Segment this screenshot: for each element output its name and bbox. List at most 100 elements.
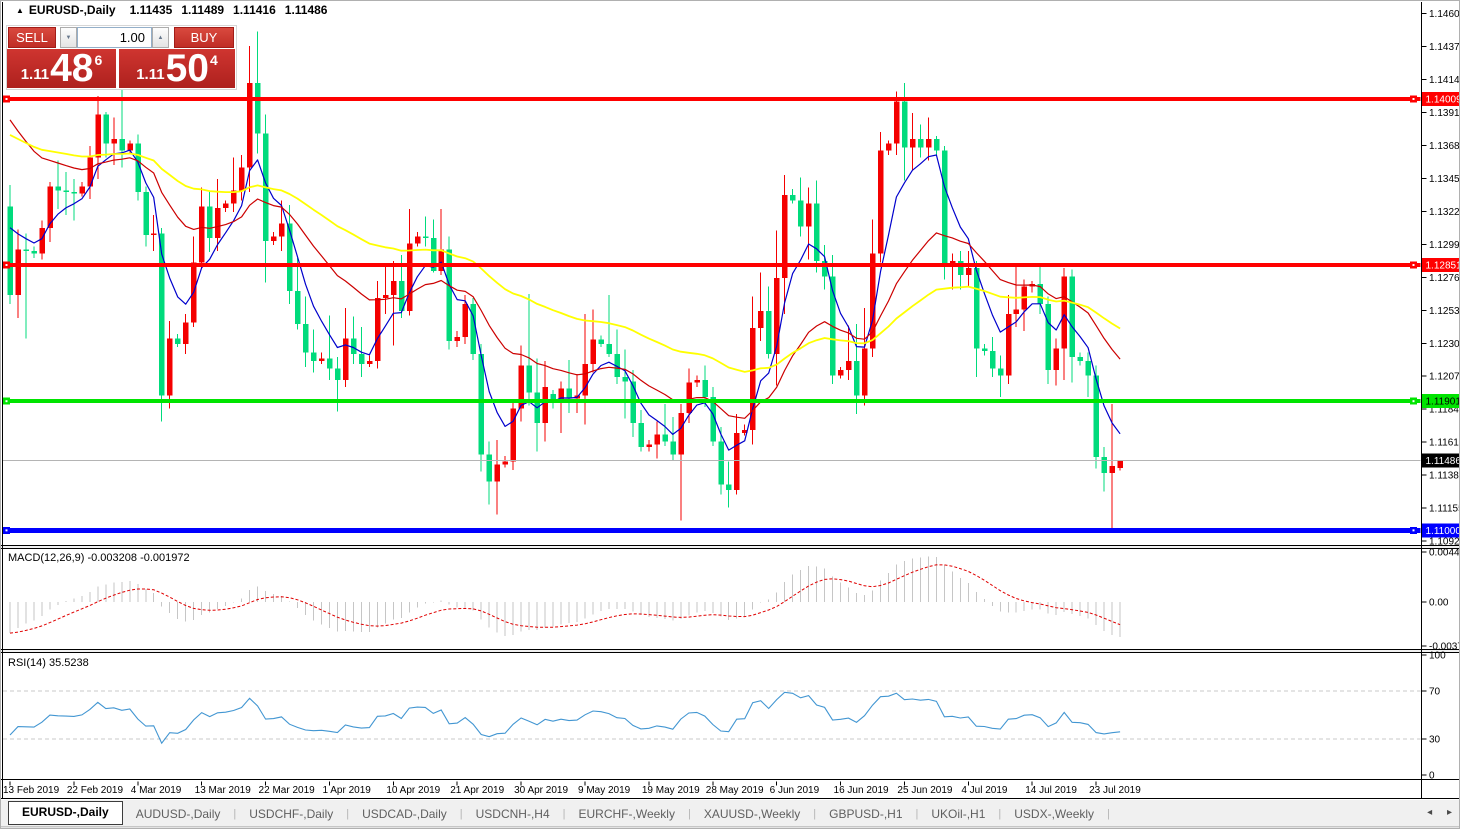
support-line-green[interactable]: 1.11901 bbox=[3, 394, 1460, 409]
candle bbox=[550, 394, 557, 402]
quote-open: 1.11435 bbox=[129, 3, 173, 17]
candle bbox=[542, 386, 549, 423]
rsi-label: RSI(14) 35.5238 bbox=[8, 657, 89, 669]
candle bbox=[422, 236, 429, 238]
date-label: 14 Jul 2019 bbox=[1025, 785, 1077, 796]
candle bbox=[430, 237, 437, 271]
tab-usdcad-daily[interactable]: USDCAD-,Daily bbox=[362, 807, 447, 821]
date-label: 21 Apr 2019 bbox=[450, 785, 504, 796]
candle bbox=[334, 368, 341, 380]
chart-area: MACD(12,26,9) -0.003208 -0.001972 0.00446… bbox=[0, 0, 1460, 800]
candle bbox=[558, 388, 565, 402]
time-axis[interactable]: 13 Feb 2019 22 Feb 2019 4 Mar 2019 13 Mar 2… bbox=[3, 781, 1141, 797]
svg-text:1.12995: 1.12995 bbox=[1429, 240, 1460, 251]
spinner-up-icon: ▲ bbox=[157, 34, 164, 41]
candle bbox=[734, 432, 740, 491]
chart-tab-bar: EURUSD-,Daily AUDUSD-,Daily | USDCHF-,Daily… bbox=[0, 799, 1460, 826]
spinner-down-icon: ▼ bbox=[65, 34, 72, 41]
svg-text:1.14605: 1.14605 bbox=[1429, 9, 1460, 20]
ma-medium-line bbox=[9, 119, 1121, 419]
candle bbox=[215, 207, 221, 238]
buy-price-panel[interactable]: 1.11 50 4 bbox=[119, 49, 235, 88]
tab-usdcnh-h4[interactable]: USDCNH-,H4 bbox=[475, 807, 550, 821]
candle bbox=[670, 441, 676, 455]
svg-text:1.11486: 1.11486 bbox=[1426, 456, 1460, 467]
tab-separator: | bbox=[1107, 808, 1110, 820]
candle bbox=[390, 280, 397, 296]
quote-close: 1.11486 bbox=[284, 3, 328, 17]
svg-text:70: 70 bbox=[1429, 687, 1441, 698]
tabs-scroll-right-icon[interactable]: ▸ bbox=[1446, 807, 1452, 818]
candle bbox=[143, 192, 149, 236]
svg-text:1.12075: 1.12075 bbox=[1429, 372, 1460, 383]
volume-decrease-button[interactable]: ▼ bbox=[60, 27, 77, 48]
tabs-scroll-left-icon[interactable]: ◂ bbox=[1427, 807, 1433, 818]
candle bbox=[382, 295, 389, 299]
volume-increase-button[interactable]: ▲ bbox=[152, 27, 169, 48]
candle bbox=[606, 343, 612, 355]
candle bbox=[654, 434, 660, 445]
svg-text:30: 30 bbox=[1429, 735, 1441, 746]
buy-button[interactable]: BUY bbox=[174, 27, 234, 48]
tab-audusd-daily[interactable]: AUDUSD-,Daily bbox=[135, 807, 221, 821]
candle bbox=[862, 348, 868, 396]
tab-eurchf-weekly[interactable]: EURCHF-,Weekly bbox=[578, 807, 675, 821]
candle bbox=[462, 303, 469, 337]
candle bbox=[1093, 375, 1100, 458]
candle bbox=[846, 361, 852, 370]
rsi-axis[interactable]: 100 70 30 0 bbox=[1421, 651, 1447, 782]
tab-separator: | bbox=[998, 808, 1002, 820]
candle bbox=[1037, 283, 1044, 304]
buy-price-prefix: 1.11 bbox=[136, 66, 165, 83]
buy-price-big: 50 bbox=[165, 46, 209, 90]
candle bbox=[119, 138, 125, 151]
date-label: 22 Feb 2019 bbox=[67, 785, 124, 796]
candle bbox=[790, 194, 796, 201]
resistance-line-upper[interactable]: 1.14009 bbox=[3, 92, 1460, 107]
svg-text:1.14145: 1.14145 bbox=[1429, 75, 1460, 86]
candle bbox=[997, 368, 1004, 376]
candle bbox=[494, 464, 501, 482]
buy-price-sup: 4 bbox=[209, 52, 218, 68]
price-axis[interactable]: 1.14605 1.14375 1.14145 1.13915 1.13685 1.134… bbox=[1421, 9, 1460, 548]
svg-text:1.11155: 1.11155 bbox=[1429, 504, 1460, 515]
candle bbox=[502, 461, 509, 465]
target-line-blue-price-badge bbox=[1422, 523, 1460, 538]
sell-price-panel[interactable]: 1.11 48 6 bbox=[7, 49, 116, 88]
candle bbox=[957, 260, 964, 276]
tab-gbpusd-h1[interactable]: GBPUSD-,H1 bbox=[829, 807, 903, 821]
candle bbox=[302, 323, 309, 353]
candle bbox=[1053, 348, 1060, 370]
tab-usdx-weekly[interactable]: USDX-,Weekly bbox=[1014, 807, 1095, 821]
date-label: 30 Apr 2019 bbox=[514, 785, 568, 796]
candle bbox=[598, 339, 604, 344]
candle bbox=[63, 190, 69, 193]
tab-eurusd-daily[interactable]: EURUSD-,Daily bbox=[8, 801, 123, 825]
date-label: 10 Apr 2019 bbox=[386, 785, 440, 796]
tab-separator: | bbox=[562, 808, 566, 820]
macd-axis[interactable]: 0.004465 0.00 -0.003715 bbox=[1421, 548, 1460, 653]
date-label: 22 Mar 2019 bbox=[259, 785, 316, 796]
resistance-line-lower[interactable]: 1.12851 bbox=[3, 258, 1460, 272]
candle bbox=[814, 203, 820, 261]
candle bbox=[614, 354, 620, 377]
candle bbox=[510, 408, 517, 462]
volume-input[interactable] bbox=[77, 27, 152, 48]
candle bbox=[350, 338, 357, 355]
chart-tabs: EURUSD-,Daily AUDUSD-,Daily | USDCHF-,Daily… bbox=[0, 800, 1460, 826]
tab-usdchf-daily[interactable]: USDCHF-,Daily bbox=[249, 807, 334, 821]
current-price-line: 1.11486 bbox=[3, 453, 1460, 468]
tab-xauusd-weekly[interactable]: XAUUSD-,Weekly bbox=[703, 807, 801, 821]
tab-separator: | bbox=[459, 808, 463, 820]
tab-ukoil-h1[interactable]: UKOil-,H1 bbox=[931, 807, 986, 821]
candle bbox=[55, 186, 61, 191]
sell-button[interactable]: SELL bbox=[8, 27, 56, 48]
target-line-blue[interactable]: 1.11000 bbox=[3, 523, 1460, 538]
candle bbox=[917, 138, 924, 148]
rsi-line bbox=[9, 691, 1121, 745]
sell-price-sup: 6 bbox=[94, 52, 103, 68]
candle bbox=[678, 412, 684, 455]
svg-text:1.10925: 1.10925 bbox=[1429, 537, 1460, 548]
svg-text:1.14375: 1.14375 bbox=[1429, 42, 1460, 53]
candle bbox=[742, 429, 748, 433]
